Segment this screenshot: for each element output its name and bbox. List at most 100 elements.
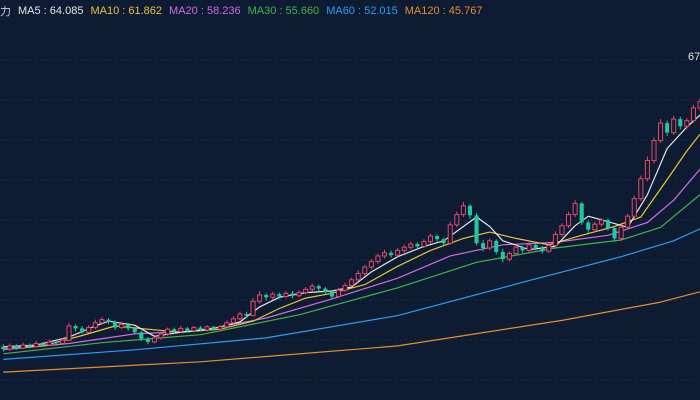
- candle: [678, 116, 683, 130]
- candle-body: [178, 327, 184, 333]
- candle: [27, 343, 32, 349]
- candle: [506, 251, 512, 262]
- candle: [375, 253, 381, 264]
- candle: [1, 344, 6, 352]
- candle-body: [401, 246, 407, 251]
- candle: [500, 248, 505, 263]
- candle-body: [684, 120, 690, 127]
- candle: [684, 118, 690, 129]
- candle: [250, 298, 256, 317]
- candle: [540, 245, 545, 254]
- candle: [106, 318, 111, 325]
- candle-body: [500, 251, 505, 260]
- candle-body: [244, 314, 249, 316]
- candle: [323, 286, 328, 295]
- candle-body: [658, 122, 664, 142]
- candle: [395, 247, 401, 257]
- candle: [355, 270, 361, 282]
- candle: [99, 317, 105, 325]
- candle-body: [53, 341, 58, 344]
- candle-body: [540, 247, 545, 252]
- candle-body: [566, 214, 572, 227]
- candle: [277, 292, 282, 299]
- candle-body: [427, 235, 434, 243]
- grid-lines: [0, 59, 700, 381]
- ma120-line: [3, 291, 700, 373]
- candle-body: [375, 255, 381, 263]
- candle: [73, 324, 78, 332]
- candle-body: [132, 328, 137, 333]
- candle: [579, 201, 584, 225]
- candle: [520, 245, 525, 253]
- legend-ma60-value: 52.015: [364, 5, 398, 17]
- candle: [447, 221, 453, 245]
- candle: [460, 201, 466, 217]
- candle-body: [139, 332, 144, 339]
- candle-body: [533, 244, 538, 248]
- candle: [474, 212, 479, 246]
- candle-body: [506, 253, 512, 260]
- candle-body: [237, 313, 243, 320]
- candle: [526, 242, 532, 253]
- candle: [66, 322, 72, 342]
- candle: [264, 293, 269, 301]
- legend-lead-text: 力: [0, 6, 11, 18]
- candle: [658, 119, 664, 143]
- candle: [224, 320, 230, 329]
- candle-body: [546, 245, 552, 252]
- candle: [33, 341, 39, 348]
- candle: [644, 156, 650, 182]
- candle: [80, 325, 85, 334]
- candle: [401, 244, 407, 253]
- candle-body: [644, 159, 650, 180]
- candle-body: [697, 101, 700, 109]
- candle: [296, 290, 302, 298]
- candle: [191, 325, 197, 333]
- candle: [244, 311, 249, 319]
- candle: [92, 319, 98, 330]
- candle: [119, 321, 125, 330]
- candle-body: [415, 244, 420, 247]
- candle-body: [526, 244, 532, 251]
- candle: [427, 233, 434, 245]
- candle: [362, 264, 368, 276]
- candle: [132, 326, 137, 334]
- candle-body: [481, 243, 486, 248]
- candle-body: [73, 325, 78, 329]
- candle-body: [172, 329, 177, 332]
- candle-body: [329, 291, 334, 297]
- candle-body: [204, 326, 210, 331]
- candle: [481, 240, 486, 252]
- legend-ma30: MA30 : 55.660: [247, 5, 320, 17]
- candle: [566, 211, 572, 229]
- candle-body: [290, 293, 295, 296]
- candle: [14, 344, 19, 350]
- candle-body: [552, 233, 558, 247]
- candle-body: [1, 346, 6, 350]
- candle-body: [447, 224, 453, 244]
- candle-body: [467, 205, 472, 216]
- candle-body: [460, 205, 466, 216]
- candle: [329, 290, 334, 299]
- candle-body: [106, 319, 111, 322]
- candle: [211, 325, 216, 331]
- candle-body: [612, 228, 617, 239]
- candle-body: [277, 294, 282, 297]
- candle: [126, 322, 131, 331]
- candle-body: [191, 327, 197, 332]
- legend-ma120: MA120 : 45.767: [404, 5, 483, 17]
- candle-body: [605, 220, 611, 229]
- candle: [7, 343, 13, 351]
- candle-body: [80, 328, 85, 333]
- candle: [671, 115, 677, 135]
- candle-body: [435, 236, 440, 240]
- candle-body: [86, 327, 92, 333]
- legend-ma20-value: 58.236: [206, 5, 241, 17]
- candle: [651, 137, 657, 164]
- candle: [631, 195, 637, 219]
- candle: [237, 311, 243, 321]
- candle-body: [618, 226, 624, 239]
- candle: [690, 104, 696, 124]
